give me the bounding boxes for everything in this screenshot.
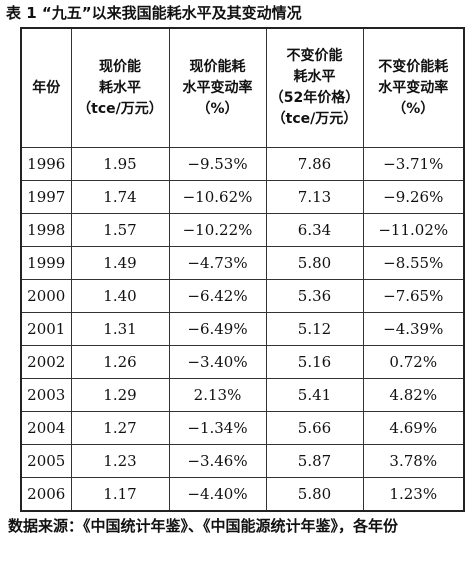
header-line: （tce/万元） — [271, 111, 358, 127]
table-row: 1996 1.95 −9.53% 7.86 −3.71% — [20, 147, 465, 181]
value-cell: −6.49% — [168, 312, 267, 346]
value-cell: 3.78% — [362, 444, 465, 478]
header-line: （52年价格） — [269, 90, 360, 106]
year-cell: 2000 — [20, 279, 72, 313]
value-cell: −8.55% — [362, 246, 465, 280]
year-cell: 2005 — [20, 444, 72, 478]
table-row: 2002 1.26 −3.40% 5.16 0.72% — [20, 345, 465, 379]
value-cell: −4.73% — [168, 246, 267, 280]
header-line: 耗水平 — [293, 69, 336, 85]
value-cell: 1.31 — [70, 312, 170, 346]
value-cell: 7.13 — [265, 180, 364, 214]
header-line: （tce/万元） — [77, 100, 163, 117]
value-cell: −3.46% — [168, 444, 267, 478]
value-cell: 4.82% — [362, 378, 465, 412]
value-cell: −9.53% — [168, 147, 267, 181]
value-cell: −3.71% — [362, 147, 465, 181]
year-cell: 1997 — [20, 180, 72, 214]
table-row: 2005 1.23 −3.46% 5.87 3.78% — [20, 444, 465, 478]
table-title: 表 1 “九五”以来我国能耗水平及其变动情况 — [6, 4, 302, 22]
header-line: 不变价能耗 — [378, 58, 449, 75]
value-cell: 1.23 — [70, 444, 170, 478]
header-line: 不变价能 — [286, 48, 343, 64]
table-body: 1996 1.95 −9.53% 7.86 −3.71% 1997 1.74 −10.62% 7… — [20, 147, 465, 512]
header-cell: 现价能耗水平变动率 （%） — [168, 27, 267, 148]
header-line: （%） — [392, 100, 435, 117]
value-cell: 1.17 — [70, 477, 170, 512]
value-cell: −7.65% — [362, 279, 465, 313]
year-cell: 2003 — [20, 378, 72, 412]
year-cell: 1996 — [20, 147, 72, 181]
value-cell: 5.80 — [265, 246, 364, 280]
data-table: 年份 现价能耗水平 （tce/万元） 现价能耗水平变动率 （%） 不变价能耗水平 （52年价… — [20, 27, 465, 512]
table-row: 2004 1.27 −1.34% 5.66 4.69% — [20, 411, 465, 445]
value-cell: 1.57 — [70, 213, 170, 247]
header-cell: 不变价能耗水平 （52年价格） （tce/万元） — [265, 27, 364, 148]
value-cell: 1.23% — [362, 477, 465, 512]
header-line: 现价能 — [99, 58, 141, 75]
value-cell: 5.87 — [265, 444, 364, 478]
header-cell: 不变价能耗水平变动率 （%） — [362, 27, 465, 148]
value-cell: 1.26 — [70, 345, 170, 379]
value-cell: 1.74 — [70, 180, 170, 214]
value-cell: 5.16 — [265, 345, 364, 379]
value-cell: 5.36 — [265, 279, 364, 313]
value-cell: −3.40% — [168, 345, 267, 379]
source-note: 数据来源：《中国统计年鉴》、《中国能源统计年鉴》，各年份 — [8, 517, 399, 535]
value-cell: 1.29 — [70, 378, 170, 412]
value-cell: 1.49 — [70, 246, 170, 280]
value-cell: −9.26% — [362, 180, 465, 214]
header-line: 现价能耗 — [189, 58, 246, 75]
value-cell: −4.40% — [168, 477, 267, 512]
value-cell: 5.41 — [265, 378, 364, 412]
header-row: 年份 现价能耗水平 （tce/万元） 现价能耗水平变动率 （%） 不变价能耗水平 （52年价… — [20, 27, 465, 148]
value-cell: −10.22% — [168, 213, 267, 247]
value-cell: −1.34% — [168, 411, 267, 445]
value-cell: 2.13% — [168, 378, 267, 412]
header-line: 水平变动率 — [182, 79, 253, 96]
value-cell: 1.40 — [70, 279, 170, 313]
table-row: 1997 1.74 −10.62% 7.13 −9.26% — [20, 180, 465, 214]
year-cell: 1999 — [20, 246, 72, 280]
year-cell: 2002 — [20, 345, 72, 379]
table-row: 1998 1.57 −10.22% 6.34 −11.02% — [20, 213, 465, 247]
header-line: 年份 — [32, 79, 61, 96]
year-cell: 2004 — [20, 411, 72, 445]
table-row: 2001 1.31 −6.49% 5.12 −4.39% — [20, 312, 465, 346]
value-cell: 0.72% — [362, 345, 465, 379]
table-row: 2006 1.17 −4.40% 5.80 1.23% — [20, 477, 465, 512]
value-cell: 1.27 — [70, 411, 170, 445]
header-line: 耗水平 — [99, 79, 141, 96]
value-cell: −4.39% — [362, 312, 465, 346]
table-row: 2000 1.40 −6.42% 5.36 −7.65% — [20, 279, 465, 313]
value-cell: 5.66 — [265, 411, 364, 445]
value-cell: 1.95 — [70, 147, 170, 181]
year-cell: 2006 — [20, 477, 72, 512]
table-row: 2003 1.29 2.13% 5.41 4.82% — [20, 378, 465, 412]
header-cell: 现价能耗水平 （tce/万元） — [70, 27, 170, 148]
value-cell: 7.86 — [265, 147, 364, 181]
header-line: （%） — [196, 100, 239, 117]
value-cell: −11.02% — [362, 213, 465, 247]
table-row: 1999 1.49 −4.73% 5.80 −8.55% — [20, 246, 465, 280]
value-cell: 6.34 — [265, 213, 364, 247]
header-cell: 年份 — [20, 27, 72, 148]
value-cell: −6.42% — [168, 279, 267, 313]
value-cell: 5.80 — [265, 477, 364, 512]
value-cell: 5.12 — [265, 312, 364, 346]
value-cell: −10.62% — [168, 180, 267, 214]
year-cell: 2001 — [20, 312, 72, 346]
header-line: 水平变动率 — [378, 79, 449, 96]
year-cell: 1998 — [20, 213, 72, 247]
value-cell: 4.69% — [362, 411, 465, 445]
